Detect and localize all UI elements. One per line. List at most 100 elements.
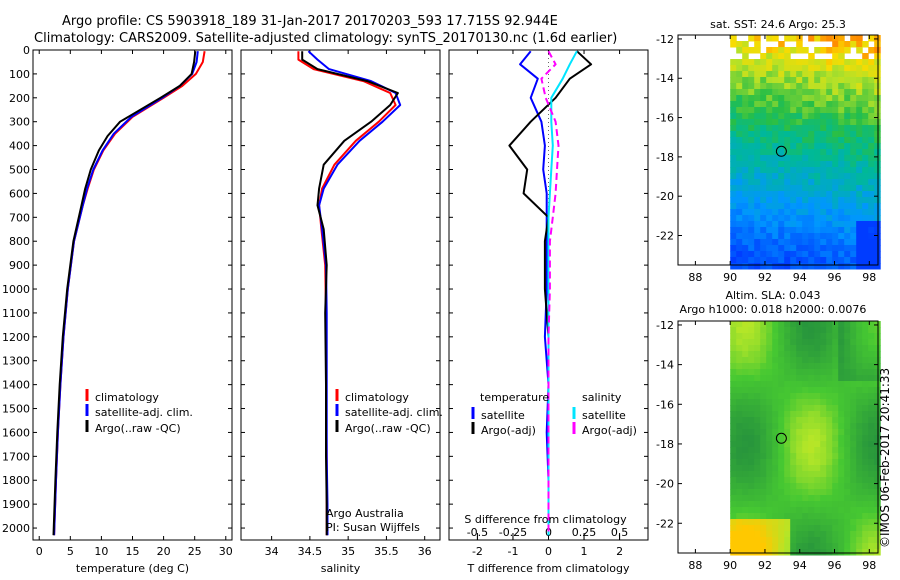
map-cell	[748, 363, 755, 370]
map-cell	[760, 209, 767, 216]
map-cell	[778, 393, 785, 400]
map-cell	[826, 369, 833, 376]
map-cell	[844, 435, 851, 442]
map-cell	[874, 209, 881, 216]
map-cell	[832, 197, 839, 204]
map-cell	[820, 501, 827, 508]
map-cell	[730, 525, 737, 532]
map-cell	[772, 327, 779, 334]
map-cell	[796, 399, 803, 406]
map-cell	[874, 149, 881, 156]
map-cell	[730, 95, 737, 102]
map-cell	[868, 263, 875, 270]
map-cell	[808, 101, 815, 108]
map-cell	[772, 107, 779, 114]
map-cell	[874, 549, 881, 556]
map-cell	[844, 543, 851, 550]
map-cell	[790, 137, 797, 144]
map-cell	[772, 185, 779, 192]
map-cell	[736, 507, 743, 514]
map-cell	[850, 209, 857, 216]
map-cell	[796, 113, 803, 120]
map-cell	[748, 191, 755, 198]
map-cell	[754, 339, 761, 346]
map-cell	[850, 465, 857, 472]
map-cell	[742, 257, 749, 264]
map-cell	[790, 191, 797, 198]
map-cell	[748, 185, 755, 192]
map-cell	[868, 59, 875, 66]
map-cell	[748, 89, 755, 96]
map-cell	[862, 507, 869, 514]
map-cell	[748, 137, 755, 144]
map-cell	[790, 459, 797, 466]
map-cell	[862, 405, 869, 412]
map-cell	[814, 405, 821, 412]
map-cell	[838, 351, 845, 358]
map-cell	[742, 363, 749, 370]
map-cell	[844, 197, 851, 204]
map-cell	[736, 125, 743, 132]
map-cell	[778, 519, 785, 526]
map-cell	[760, 471, 767, 478]
map-cell	[778, 53, 785, 60]
map-cell	[790, 417, 797, 424]
map-cell	[832, 167, 839, 174]
map-cell	[826, 429, 833, 436]
map-cell	[742, 495, 749, 502]
map-cell	[736, 351, 743, 358]
map-cell	[874, 513, 881, 520]
map-cell	[832, 453, 839, 460]
map-cell	[844, 429, 851, 436]
map-cell	[832, 525, 839, 532]
y-tick-label: 800	[9, 235, 30, 248]
map-cell	[820, 549, 827, 556]
map-cell	[862, 537, 869, 544]
map-cell	[832, 89, 839, 96]
map-cell	[796, 131, 803, 138]
map-cell	[772, 519, 779, 526]
map-cell	[748, 399, 755, 406]
map-cell	[808, 209, 815, 216]
map-cell	[826, 119, 833, 126]
map-cell	[784, 113, 791, 120]
map-cell	[868, 477, 875, 484]
map-cell	[754, 333, 761, 340]
map-cell	[730, 185, 737, 192]
map-cell	[748, 107, 755, 114]
map-cell	[790, 227, 797, 234]
map-cell	[802, 203, 809, 210]
map-cell	[766, 65, 773, 72]
map-cell	[832, 215, 839, 222]
map-cell	[862, 227, 869, 234]
map-cell	[802, 185, 809, 192]
map-cell	[844, 173, 851, 180]
map-cell	[754, 143, 761, 150]
map-cell	[778, 185, 785, 192]
map-cell	[790, 357, 797, 364]
map-cell	[820, 149, 827, 156]
x-axis-label: temperature (deg C)	[76, 562, 189, 575]
map-cell	[796, 477, 803, 484]
map-cell	[844, 327, 851, 334]
map-cell	[766, 393, 773, 400]
map-cell	[766, 489, 773, 496]
map-cell	[808, 83, 815, 90]
map-cell	[814, 471, 821, 478]
map-cell	[742, 203, 749, 210]
map-cell	[766, 375, 773, 382]
map-cell	[844, 95, 851, 102]
map-cell	[784, 423, 791, 430]
map-cell	[874, 113, 881, 120]
map-cell	[736, 197, 743, 204]
map-cell	[832, 125, 839, 132]
map-cell	[730, 513, 737, 520]
map-cell	[850, 71, 857, 78]
map-cell	[832, 209, 839, 216]
map-cell	[784, 537, 791, 544]
y-tick-label: 1200	[2, 331, 30, 344]
map-cell	[814, 465, 821, 472]
map-cell	[742, 245, 749, 252]
map-cell	[862, 495, 869, 502]
map-cell	[844, 447, 851, 454]
